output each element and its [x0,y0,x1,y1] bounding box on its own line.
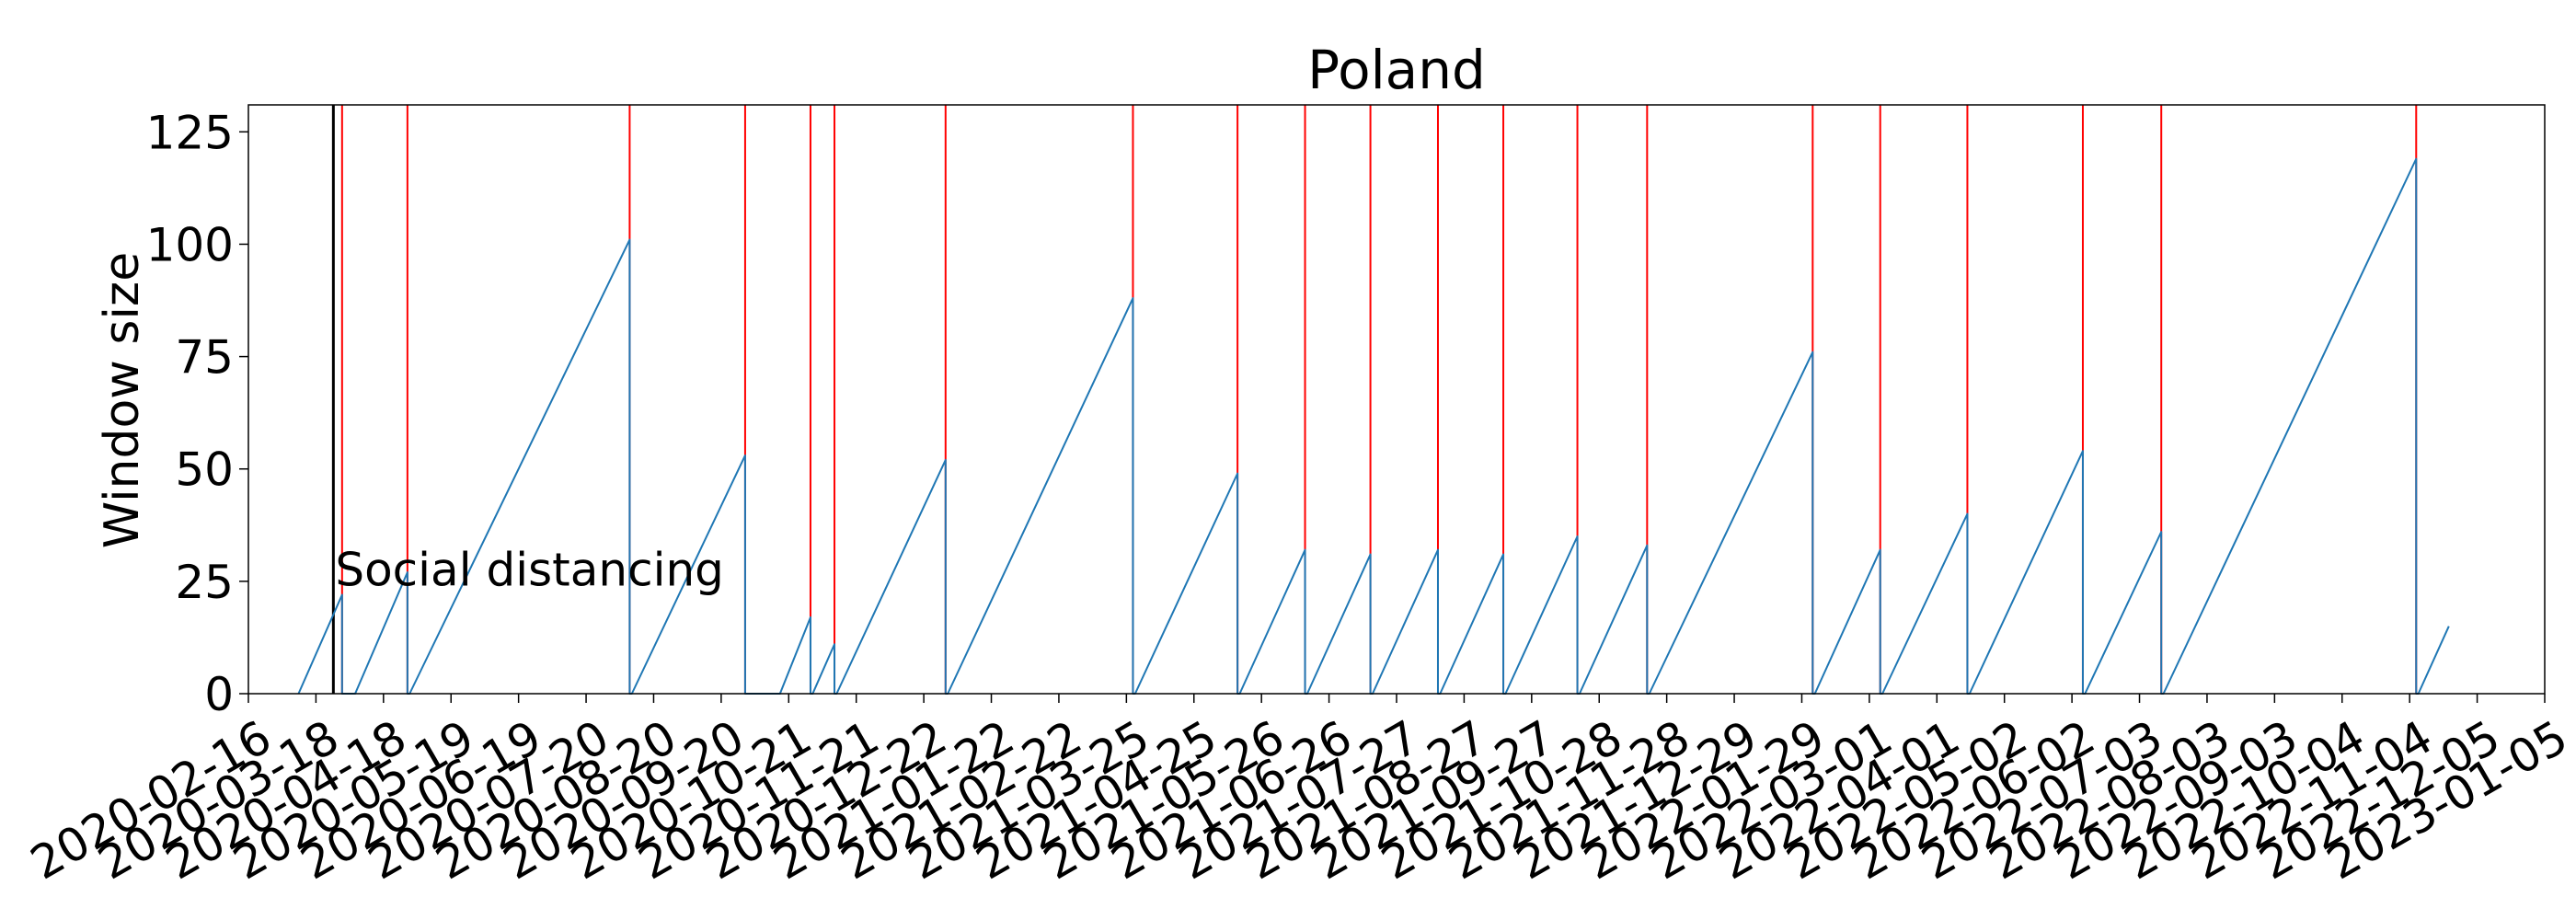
chart-title: Poland [1307,39,1486,101]
y-tick-label: 50 [175,443,234,497]
y-tick-label: 75 [175,331,234,385]
y-tick-label: 100 [146,218,234,271]
series-line [297,157,2450,695]
y-axis-ticks: 0 25 50 75 100 125 [146,106,248,721]
event-annotation: Social distancing [335,544,724,597]
y-tick-label: 25 [175,556,234,609]
plot-frame [247,104,2546,695]
y-axis-label: Window size [95,252,150,548]
plot-area: Social distancing [297,105,2450,695]
y-tick-label: 0 [204,668,234,721]
x-axis-ticks: 2020-02-162020-03-182020-04-182020-05-19… [22,694,2576,891]
y-tick-label: 125 [146,106,234,159]
